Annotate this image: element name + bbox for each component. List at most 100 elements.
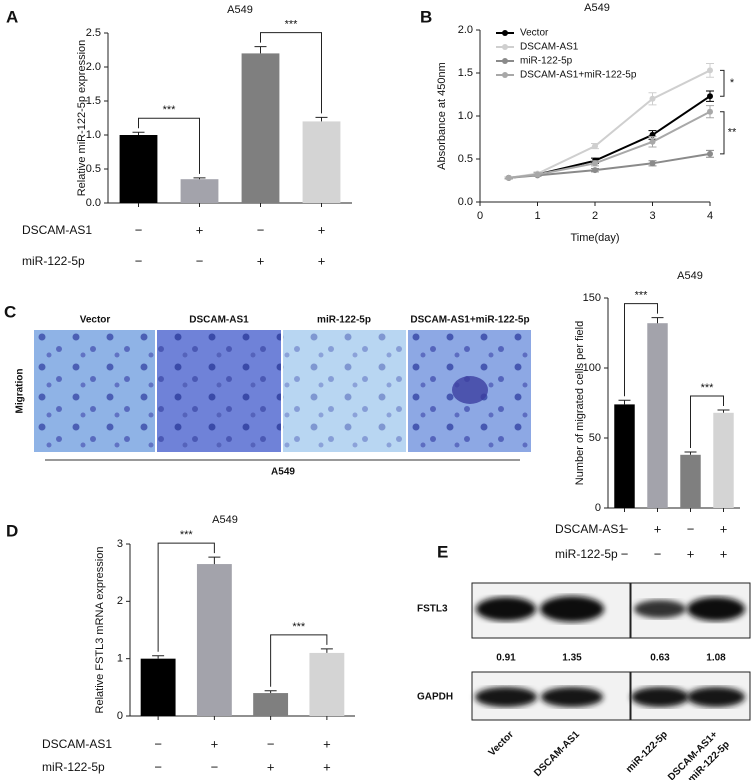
legend-label: Vector	[520, 28, 549, 39]
cell-line-label: A549	[271, 467, 295, 478]
treatment-sign: −	[257, 222, 265, 237]
bar	[241, 53, 280, 204]
treatment-sign: +	[257, 253, 265, 268]
y-tick-label: 1.5	[86, 95, 101, 107]
error-bar	[717, 409, 730, 413]
significance-bracket	[157, 542, 215, 652]
significance-label: *	[730, 77, 735, 89]
y-tick-label: 1	[117, 653, 123, 665]
band	[540, 596, 604, 622]
significance-bracket	[690, 395, 724, 448]
bar	[253, 693, 289, 716]
error-bar	[193, 177, 206, 180]
condition-label: DSCAM-AS1+miR-122-5p	[410, 315, 529, 326]
y-tick-label: 100	[583, 362, 601, 374]
panel-letter: C	[4, 302, 16, 321]
protein-label: GAPDH	[417, 692, 453, 703]
band	[475, 687, 537, 707]
significance-bracket	[270, 634, 328, 687]
micrograph-cells	[157, 330, 281, 452]
bar	[713, 412, 734, 508]
point	[707, 67, 713, 74]
chart-title: A549	[212, 514, 238, 526]
treatment-sign: +	[318, 222, 326, 237]
point	[534, 171, 541, 178]
error-bar	[651, 317, 664, 324]
point	[592, 167, 598, 174]
error-bar	[132, 131, 145, 135]
legend-marker	[502, 72, 508, 78]
point	[592, 160, 598, 167]
treatment-label: DSCAM-AS1	[555, 522, 625, 536]
bar	[614, 404, 635, 508]
treatment-sign: −	[687, 521, 695, 536]
ratio: 0.63	[650, 653, 670, 664]
legend-marker	[502, 44, 508, 50]
treatment-sign: −	[621, 546, 629, 561]
significance-label: ***	[635, 290, 649, 302]
lane-label: Vector	[487, 729, 516, 758]
treatment-sign: +	[654, 521, 662, 536]
significance-bracket	[720, 111, 725, 155]
legend-label: DSCAM-AS1+miR-122-5p	[520, 70, 637, 81]
condition-label: miR-122-5p	[317, 315, 371, 326]
band	[687, 687, 745, 707]
point	[649, 95, 656, 102]
treatment-sign: −	[154, 759, 162, 774]
row-label: Migration	[15, 369, 26, 414]
error-bar	[264, 690, 277, 694]
treatment-sign: +	[323, 759, 331, 774]
bar	[302, 121, 341, 203]
point	[649, 138, 656, 145]
significance-bracket	[624, 303, 658, 397]
significance-label: ***	[180, 529, 194, 541]
significance-label: ***	[292, 621, 306, 633]
treatment-label: miR-122-5p	[22, 254, 85, 268]
treatment-sign: +	[720, 546, 728, 561]
treatment-label: DSCAM-AS1	[42, 737, 112, 751]
treatment-label: miR-122-5p	[42, 760, 105, 774]
error-bar	[208, 556, 221, 565]
band	[541, 687, 603, 707]
significance-label: **	[728, 127, 737, 139]
migration-panel: Vector DSCAM-AS1 miR-122-5p DSCAM-AS1+mi…	[15, 315, 531, 478]
point	[592, 143, 598, 150]
legend-marker	[502, 30, 508, 36]
point	[649, 160, 656, 167]
y-tick-label: 0.0	[86, 197, 101, 209]
condition-label: Vector	[80, 315, 111, 326]
treatment-sign: +	[211, 736, 219, 751]
y-tick-label: 2.5	[86, 27, 101, 39]
error-bar	[618, 399, 631, 405]
panel-letter: B	[420, 7, 432, 26]
bar	[647, 323, 668, 508]
bar	[119, 135, 158, 203]
significance-label: ***	[163, 104, 177, 116]
treatment-sign: +	[196, 222, 204, 237]
y-tick-label: 2.0	[86, 61, 101, 73]
error-bar	[320, 648, 333, 653]
point	[505, 174, 512, 181]
lane-label: DSCAM-AS1	[532, 729, 582, 779]
western-blot: FSTL3 GAPDH 0.91 1.35 0.63 1.08 Vector D…	[417, 582, 751, 780]
treatment-sign: +	[720, 521, 728, 536]
micrograph-cells	[283, 330, 406, 452]
treatment-sign: −	[621, 521, 629, 536]
cell-cluster	[452, 376, 488, 404]
y-axis-label: Relative FSTL3 mRNA expression	[94, 547, 106, 714]
y-tick-label: 2.0	[458, 24, 473, 36]
significance-bracket	[720, 69, 725, 97]
x-tick-label: 1	[534, 210, 540, 222]
y-tick-label: 150	[583, 292, 601, 304]
treatment-sign: +	[323, 736, 331, 751]
micrograph-cells	[34, 330, 155, 452]
point	[707, 93, 713, 100]
bar	[680, 454, 701, 508]
legend-label: miR-122-5p	[520, 56, 573, 67]
error-bar	[315, 116, 328, 122]
treatment-sign: −	[654, 546, 662, 561]
protein-label: FSTL3	[417, 604, 448, 615]
legend-marker	[502, 58, 508, 64]
